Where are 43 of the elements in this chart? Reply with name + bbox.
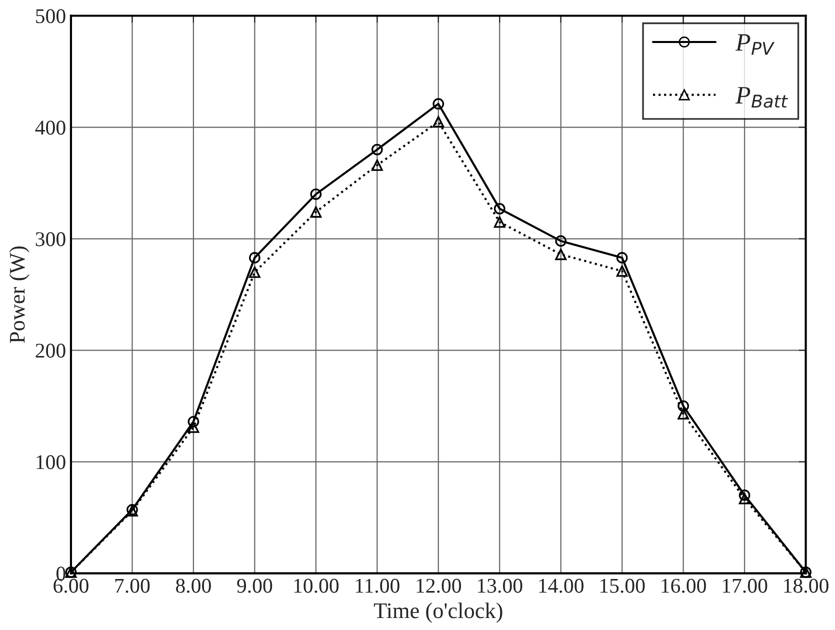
point	[432, 98, 444, 110]
point	[248, 266, 260, 278]
point	[310, 206, 322, 218]
legend-label: P$_{Batt}$	[735, 87, 788, 108]
point	[188, 422, 200, 433]
x-tick-label: 12.00	[416, 578, 462, 593]
point	[310, 188, 322, 200]
point	[188, 416, 200, 428]
y-tick-label: 0	[56, 566, 66, 581]
x-tick-label: 7.00	[115, 578, 150, 593]
point	[494, 202, 506, 214]
point	[616, 265, 628, 277]
x-tick-label: 11.00	[356, 578, 400, 593]
y-tick-label: 300	[36, 232, 66, 246]
x-tick-label: 17.00	[722, 578, 768, 593]
point	[248, 252, 260, 264]
x-tick-label: 18.00	[784, 578, 828, 593]
x-tick-label: 15.00	[600, 578, 645, 593]
point	[432, 116, 444, 128]
point	[738, 490, 750, 501]
point	[555, 235, 567, 247]
x-tick-label: 9.00	[237, 578, 272, 593]
point	[555, 248, 567, 260]
point	[371, 159, 383, 171]
point	[616, 252, 628, 264]
x-tick-label: 8.00	[176, 578, 211, 593]
y-tick-label: 200	[36, 344, 66, 358]
x-tick-label: 6.00	[54, 578, 88, 593]
x-tick-label: 13.00	[478, 578, 522, 593]
y-tick-label: 500	[36, 9, 66, 24]
x-tick-label: 16.00	[662, 578, 706, 593]
point	[494, 216, 506, 228]
x-axis-title: Time (o'clock)	[374, 602, 502, 623]
x-tick-label: 14.00	[539, 578, 584, 593]
x-tick-label: 10.00	[294, 578, 339, 593]
legend-label: P$_{PV}$	[735, 34, 775, 55]
y-tick-label: 400	[35, 120, 66, 135]
y-tick-label: 100	[36, 455, 66, 470]
point	[371, 144, 383, 156]
point	[678, 408, 690, 420]
point	[738, 492, 750, 504]
point	[678, 400, 690, 412]
y-axis-title: Power (W)	[9, 246, 30, 343]
